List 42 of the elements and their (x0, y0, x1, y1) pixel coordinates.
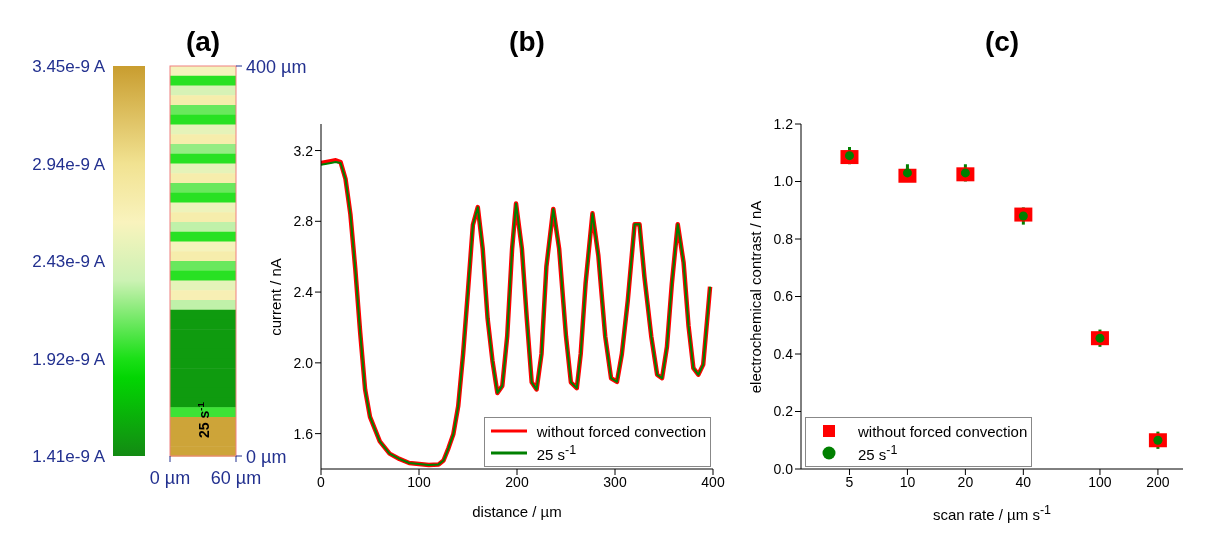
chart-title: (c) (984, 26, 1020, 57)
legend-label: 25 s$^{-1}$ (858, 443, 898, 463)
y-tick-label: 0.6 (773, 288, 794, 305)
x-tick-label: 0 (317, 473, 326, 490)
x-tick-label: 0 µm (149, 468, 191, 488)
y-tick-label: 400 µm (246, 57, 307, 77)
x-tick-label: 10 (899, 473, 916, 490)
chart-title: (b) (509, 26, 545, 57)
y-tick-label: 0.0 (773, 460, 794, 477)
x-tick-label: 40 (1015, 473, 1032, 490)
x-axis-title: distance / µm (472, 503, 562, 520)
y-tick-label: 0.4 (773, 345, 794, 362)
x-axis-title: scan rate / µm s$^{-1}$ (932, 503, 1052, 523)
chart-title: (a) (185, 26, 221, 57)
legend-label: 25 s$^{-1}$ (536, 443, 577, 463)
y-axis-title: electrochemical contrast / nA (746, 200, 764, 393)
y-tick-label: 1.2 (773, 115, 794, 132)
x-tick-label: 100 (407, 473, 431, 490)
x-tick-label: 200 (1146, 473, 1170, 490)
color-bar-label: 2.43e-9 A (32, 252, 106, 271)
y-tick-label: 0.2 (773, 403, 794, 420)
y-tick-label: 1.6 (293, 425, 314, 442)
y-tick-label: 3.2 (293, 142, 314, 159)
color-bar-label: 1.41e-9 A (32, 447, 106, 466)
color-bar-label: 3.45e-9 A (32, 57, 106, 76)
legend-label: without forced convection (858, 422, 1028, 440)
y-tick-label: 1.0 (773, 173, 794, 190)
color-bar-label: 2.94e-9 A (32, 154, 106, 174)
x-tick-label: 300 (603, 473, 627, 490)
y-tick-label: 2.8 (293, 213, 314, 230)
legend-label: without forced convection (536, 422, 706, 440)
x-tick-label: 60 µm (210, 468, 262, 488)
x-tick-label: 100 (1088, 473, 1112, 490)
x-tick-label: 5 (845, 473, 854, 490)
x-tick-label: 20 (957, 473, 974, 490)
y-tick-label: 0.8 (773, 230, 794, 247)
x-tick-label: 200 (505, 473, 529, 490)
y-tick-label: 2.4 (293, 284, 314, 301)
y-tick-label: 2.0 (293, 354, 314, 371)
color-bar-label: 1.92e-9 A (32, 349, 106, 369)
x-tick-label: 400 (701, 473, 725, 490)
y-axis-title: current / nA (266, 257, 284, 336)
